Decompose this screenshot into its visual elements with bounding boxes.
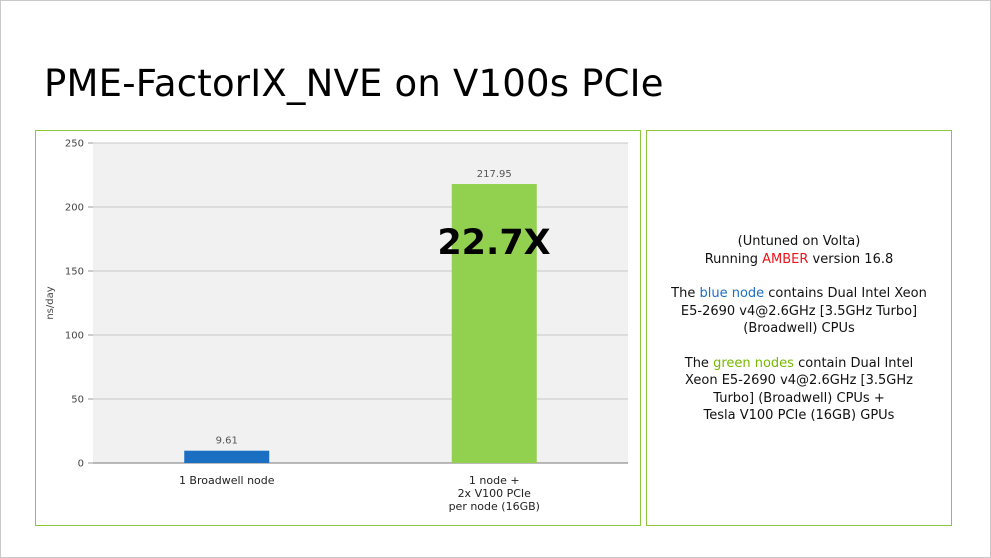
chart-panel: 0 50 100 150 200 250 9.61 1 Broadwell node 217.9… bbox=[35, 130, 641, 526]
notes-paragraph-2: The blue node contains Dual Intel Xeon E… bbox=[647, 285, 951, 338]
notes-p2-pre: The bbox=[671, 286, 700, 301]
notes-paragraph-3: The green nodes contain Dual Intel Xeon … bbox=[647, 355, 951, 425]
notes-blue-node: blue node bbox=[699, 286, 765, 301]
x-tick-label: per node (16GB) bbox=[449, 500, 540, 513]
y-axis-title: ns/day bbox=[45, 286, 56, 319]
notes-p3-pre: The bbox=[684, 355, 714, 371]
notes-panel: (Untuned on Volta) Running AMBER version… bbox=[646, 130, 952, 526]
y-tick-label: 200 bbox=[65, 203, 84, 214]
x-tick-label: 2x V100 PCIe bbox=[458, 487, 532, 500]
notes-p3-l1-post: contain Dual Intel bbox=[793, 355, 914, 371]
speedup-annotation: 22.7X bbox=[437, 223, 550, 263]
notes-p3-l2: Xeon E5-2690 v4@2.6GHz [3.5GHz bbox=[685, 373, 913, 388]
y-tick-label: 100 bbox=[65, 331, 84, 342]
notes-amber: AMBER bbox=[762, 251, 809, 267]
slide-title: PME-FactorIX_NVE on V100s PCIe bbox=[44, 62, 664, 105]
notes-p3-l3: Turbo] (Broadwell) CPUs + bbox=[713, 390, 885, 406]
notes-p2-l1-post: contains Dual Intel Xeon bbox=[764, 286, 927, 301]
y-tick-label: 50 bbox=[71, 395, 84, 406]
bar-chart: 0 50 100 150 200 250 9.61 1 Broadwell node 217.9… bbox=[45, 139, 628, 513]
bar bbox=[184, 450, 270, 463]
notes-paragraph-1: (Untuned on Volta) Running AMBER version… bbox=[647, 233, 951, 268]
notes-running-post: version 16.8 bbox=[808, 251, 894, 267]
plot-background bbox=[93, 143, 628, 463]
notes-p3-l4: Tesla V100 PCIe (16GB) GPUs bbox=[703, 408, 895, 423]
bar bbox=[451, 184, 537, 464]
notes-green-nodes: green nodes bbox=[713, 355, 794, 371]
notes-untuned: (Untuned on Volta) bbox=[737, 234, 861, 249]
notes-body: (Untuned on Volta) Running AMBER version… bbox=[647, 233, 951, 442]
notes-p2-l2: E5-2690 v4@2.6GHz [3.5GHz Turbo] bbox=[680, 303, 918, 319]
y-tick-label: 250 bbox=[65, 139, 84, 150]
data-label: 217.95 bbox=[477, 169, 512, 180]
y-tick-label: 150 bbox=[65, 267, 84, 278]
notes-running-pre: Running bbox=[704, 251, 763, 267]
y-tick-label: 0 bbox=[78, 459, 84, 470]
data-label: 9.61 bbox=[216, 436, 238, 447]
notes-p2-l3: (Broadwell) CPUs bbox=[743, 321, 855, 336]
x-tick-label: 1 node + bbox=[469, 474, 520, 487]
x-tick-label: 1 Broadwell node bbox=[179, 474, 275, 487]
